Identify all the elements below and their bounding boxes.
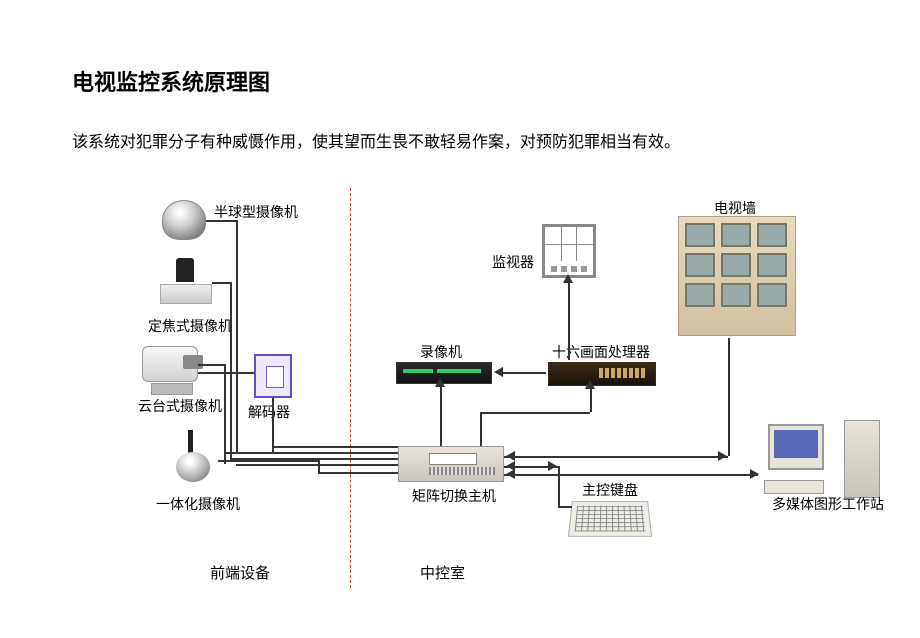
section-controlroom-label: 中控室 [420,562,465,583]
edge [236,464,398,466]
workstation-label: 多媒体图形工作站 [772,494,872,514]
keyboard-label: 主控键盘 [582,480,638,500]
arrow-icon [585,380,595,389]
edge [318,460,320,472]
arrow-icon [494,367,503,377]
decoder-label: 解码器 [248,402,290,422]
arrow-icon [506,469,515,479]
edge [502,372,546,374]
tvwall-label: 电视墙 [714,198,756,218]
edge [272,398,274,452]
edge [230,282,232,458]
dome-camera-icon [162,200,206,240]
edge [230,458,398,460]
ptz-camera-label: 云台式摄像机 [138,396,222,416]
arrow-icon [718,451,727,461]
edge [558,466,560,506]
dome-camera-label: 半球型摄像机 [214,202,298,222]
edge [198,372,254,374]
edge [218,460,318,462]
edge [206,220,236,222]
section-frontend-label: 前端设备 [210,562,270,583]
matrix-icon [398,446,504,482]
edge [504,474,758,476]
recorder-label: 录像机 [420,342,462,362]
ptz-camera-icon [142,346,198,382]
edge [198,364,224,366]
edge [212,282,230,284]
edge [318,472,398,474]
arrow-icon [548,461,557,471]
arrow-icon [506,451,515,461]
edge [568,282,570,360]
edge [504,456,728,458]
monitor-label: 监视器 [492,252,534,272]
edge [224,364,226,464]
diagram-description: 该系统对犯罪分子有种威慑作用，使其望而生畏不敢轻易作案，对预防犯罪相当有效。 [72,128,892,152]
edge [440,386,442,446]
edge [728,338,730,456]
monitor-icon [542,224,596,278]
keyboard-icon [570,496,650,540]
edge [224,452,398,454]
arrow-icon [750,469,759,479]
decoder-icon [254,354,292,398]
fixed-camera-label: 定焦式摄像机 [148,316,232,336]
edge [236,220,238,452]
edge [480,412,482,446]
edge [272,446,398,448]
tvwall-icon [678,216,796,336]
diagram-title: 电视监控系统原理图 [72,65,270,97]
matrix-label: 矩阵切换主机 [412,486,496,506]
edge [558,506,572,508]
arrow-icon [563,274,573,283]
arrow-icon [435,378,445,387]
integrated-camera-label: 一体化摄像机 [156,494,240,514]
edge [590,388,592,412]
fixed-camera-icon [158,258,212,306]
integrated-camera-icon [168,430,218,486]
processor-label: 十六画面处理器 [552,342,650,362]
section-divider [350,188,351,588]
processor-icon [548,362,656,386]
edge [480,412,590,414]
